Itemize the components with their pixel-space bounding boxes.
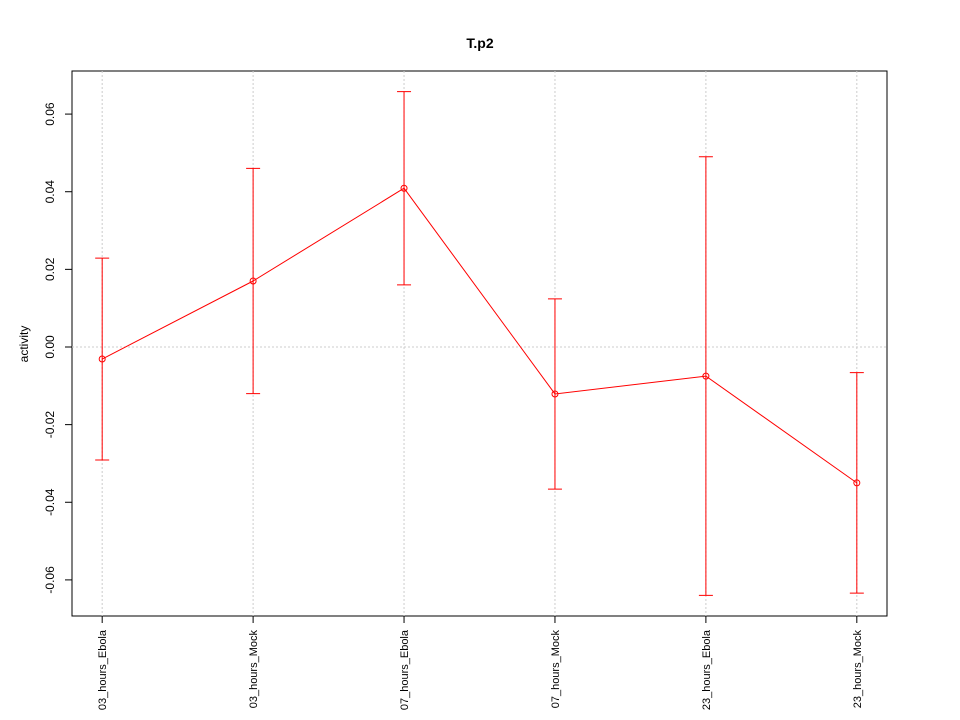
data-point bbox=[702, 372, 710, 380]
data-point bbox=[551, 390, 559, 398]
x-tick-label: 23_hours_Mock bbox=[852, 630, 864, 709]
x-tick-label: 03_hours_Mock bbox=[248, 630, 260, 709]
y-tick-label: -0.06 bbox=[43, 566, 57, 594]
error-bar bbox=[547, 298, 562, 490]
error-bar bbox=[698, 156, 713, 596]
x-tick-label: 07_hours_Ebola bbox=[399, 629, 411, 710]
error-bar bbox=[397, 91, 412, 286]
y-tick-label: 0.00 bbox=[43, 335, 57, 359]
error-bar bbox=[849, 372, 864, 594]
data-point bbox=[400, 184, 408, 192]
x-tick-label: 23_hours_Ebola bbox=[701, 629, 713, 710]
x-tick-label: 07_hours_Mock bbox=[550, 630, 562, 709]
y-tick-label: 0.06 bbox=[43, 102, 57, 126]
x-tick-label: 03_hours_Ebola bbox=[97, 629, 109, 710]
y-tick-label: 0.02 bbox=[43, 257, 57, 281]
data-point bbox=[98, 355, 106, 363]
y-axis-label: activity bbox=[17, 326, 31, 363]
chart-title: T.p2 bbox=[466, 35, 493, 51]
data-point bbox=[853, 479, 861, 487]
y-tick-label: -0.02 bbox=[43, 411, 57, 439]
series-line bbox=[101, 187, 858, 484]
error-bar bbox=[95, 257, 110, 461]
y-tick-label: 0.04 bbox=[43, 180, 57, 204]
error-bar bbox=[246, 167, 261, 395]
plot-frame bbox=[71, 70, 888, 617]
y-tick-label: -0.04 bbox=[43, 488, 57, 516]
data-point bbox=[249, 277, 257, 285]
